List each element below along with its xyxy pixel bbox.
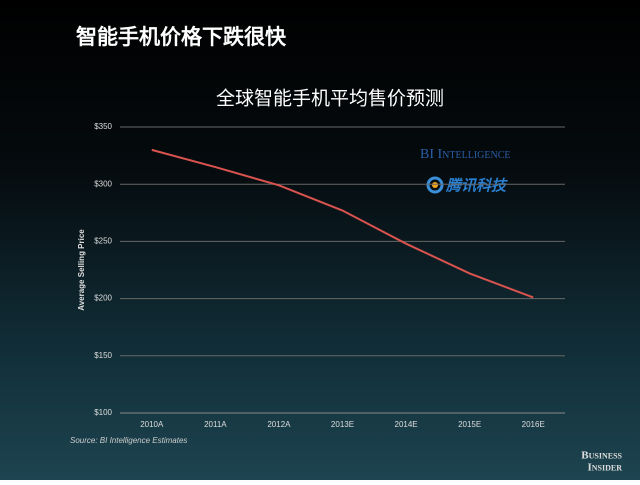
- x-tick-label: 2014E: [395, 420, 418, 429]
- x-tick-label: 2012A: [267, 420, 291, 429]
- series-line: [151, 148, 534, 299]
- brand-logo: Insider: [587, 462, 622, 474]
- y-tick-label: $200: [94, 294, 112, 303]
- x-tick-label: 2015E: [458, 420, 481, 429]
- y-tick-label: $150: [94, 351, 112, 360]
- tencent-logo: 腾讯科技: [445, 177, 508, 195]
- y-axis-label: Average Selling Price: [77, 229, 86, 311]
- brand-logo: Business: [581, 450, 622, 462]
- y-tick-label: $350: [94, 122, 112, 131]
- y-tick-label: $300: [94, 179, 112, 188]
- x-tick-label: 2011A: [204, 420, 227, 429]
- source: Source: BI Intelligence Estimates: [70, 436, 187, 445]
- y-tick-label: $250: [94, 237, 112, 246]
- x-tick-label: 2016E: [522, 420, 545, 429]
- x-tick-label: 2013E: [331, 420, 354, 429]
- tencent-icon-dot: [432, 182, 438, 188]
- bi-intelligence-logo: BI Intelligence: [420, 147, 510, 162]
- tencent-icon: [426, 176, 444, 194]
- y-tick-label: $100: [94, 408, 112, 417]
- chart-title: 全球智能手机平均售价预测: [216, 88, 444, 110]
- page-title: 智能手机价格下跌很快: [76, 25, 287, 49]
- x-tick-label: 2010A: [140, 420, 164, 429]
